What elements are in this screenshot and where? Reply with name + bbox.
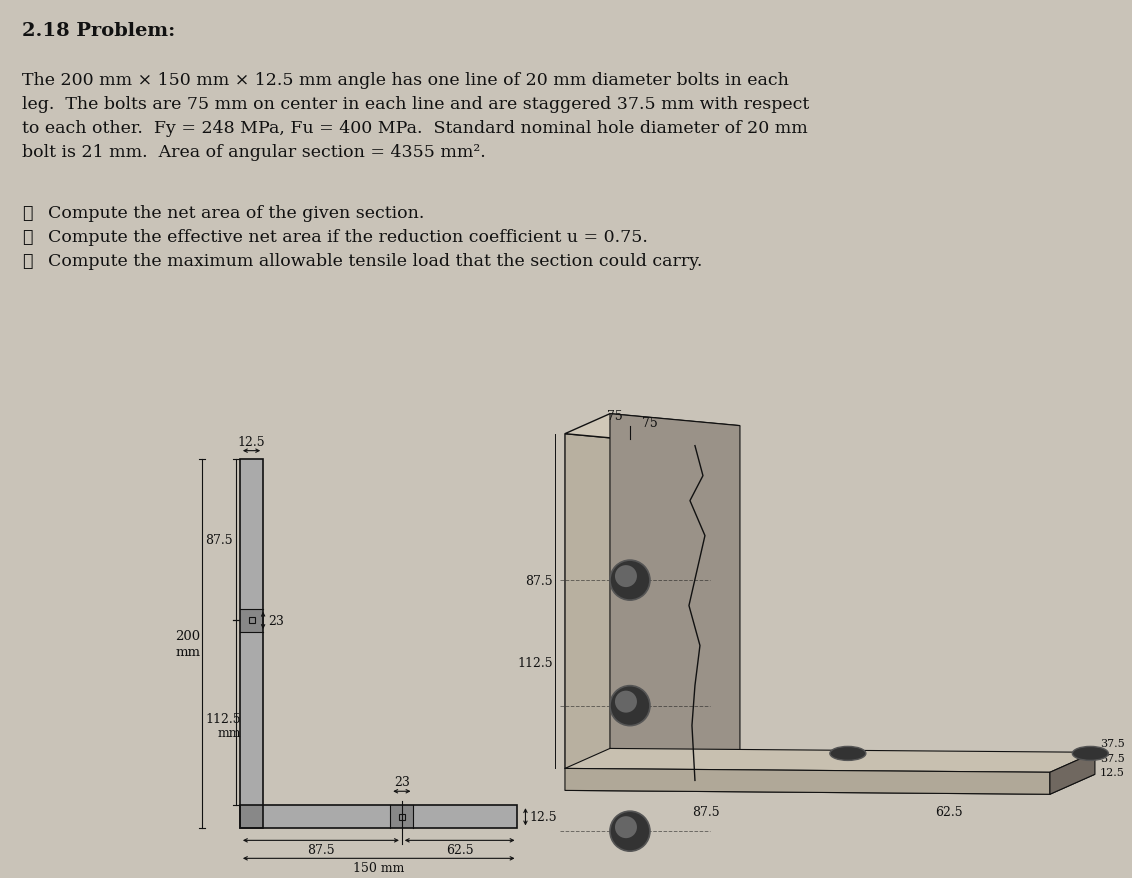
Text: 37.5: 37.5 xyxy=(1100,753,1125,764)
Bar xyxy=(240,805,517,829)
Text: 62.5: 62.5 xyxy=(935,805,962,818)
Text: 23: 23 xyxy=(394,775,410,788)
Circle shape xyxy=(615,691,637,713)
Bar xyxy=(240,459,263,829)
Circle shape xyxy=(615,565,637,587)
Circle shape xyxy=(610,811,650,851)
Bar xyxy=(398,814,405,820)
Bar xyxy=(240,805,263,829)
Text: ②: ② xyxy=(22,228,33,246)
Text: 150 mm: 150 mm xyxy=(353,861,404,874)
Text: 87.5: 87.5 xyxy=(307,844,335,856)
Polygon shape xyxy=(565,768,1050,795)
Polygon shape xyxy=(1050,752,1095,795)
Text: 87.5: 87.5 xyxy=(205,534,233,546)
Text: 87.5: 87.5 xyxy=(525,574,552,587)
Text: 200: 200 xyxy=(175,630,200,643)
Bar xyxy=(240,459,263,829)
Polygon shape xyxy=(565,414,740,446)
Bar xyxy=(240,805,517,829)
Text: Compute the maximum allowable tensile load that the section could carry.: Compute the maximum allowable tensile lo… xyxy=(48,253,702,270)
Ellipse shape xyxy=(830,746,866,760)
Text: ③: ③ xyxy=(22,253,33,270)
Text: bolt is 21 mm.  Area of angular section = 4355 mm².: bolt is 21 mm. Area of angular section =… xyxy=(22,144,486,161)
Text: 12.5: 12.5 xyxy=(530,810,557,824)
Polygon shape xyxy=(565,749,1095,773)
Bar xyxy=(240,609,263,632)
Text: leg.  The bolts are 75 mm on center in each line and are staggered 37.5 mm with : leg. The bolts are 75 mm on center in ea… xyxy=(22,96,809,112)
Text: 37.5: 37.5 xyxy=(1100,738,1125,749)
Text: Compute the net area of the given section.: Compute the net area of the given sectio… xyxy=(48,205,424,221)
Text: 87.5: 87.5 xyxy=(693,805,720,818)
Text: to each other.  Fy = 248 MPa, Fu = 400 MPa.  Standard nominal hole diameter of 2: to each other. Fy = 248 MPa, Fu = 400 MP… xyxy=(22,119,808,137)
Text: 23: 23 xyxy=(268,615,284,627)
Text: 112.5: 112.5 xyxy=(517,657,552,670)
Circle shape xyxy=(610,560,650,601)
Text: 62.5: 62.5 xyxy=(446,844,473,856)
Text: mm: mm xyxy=(175,645,200,658)
Text: 112.5: 112.5 xyxy=(205,712,241,725)
Polygon shape xyxy=(610,414,740,760)
Ellipse shape xyxy=(1072,746,1108,760)
Text: The 200 mm × 150 mm × 12.5 mm angle has one line of 20 mm diameter bolts in each: The 200 mm × 150 mm × 12.5 mm angle has … xyxy=(22,72,789,89)
Text: mm: mm xyxy=(217,726,241,739)
Text: 12.5: 12.5 xyxy=(238,435,265,448)
Circle shape xyxy=(615,817,637,838)
Text: 75: 75 xyxy=(607,409,623,422)
Text: ①: ① xyxy=(22,205,33,221)
Polygon shape xyxy=(565,771,1095,795)
Text: 75: 75 xyxy=(642,416,658,429)
Bar xyxy=(249,618,255,623)
Circle shape xyxy=(610,686,650,726)
Bar xyxy=(391,805,413,829)
Polygon shape xyxy=(565,434,695,781)
Text: Compute the effective net area if the reduction coefficient u = 0.75.: Compute the effective net area if the re… xyxy=(48,228,648,246)
Text: 2.18 Problem:: 2.18 Problem: xyxy=(22,22,175,40)
Text: 12.5: 12.5 xyxy=(1100,767,1125,778)
